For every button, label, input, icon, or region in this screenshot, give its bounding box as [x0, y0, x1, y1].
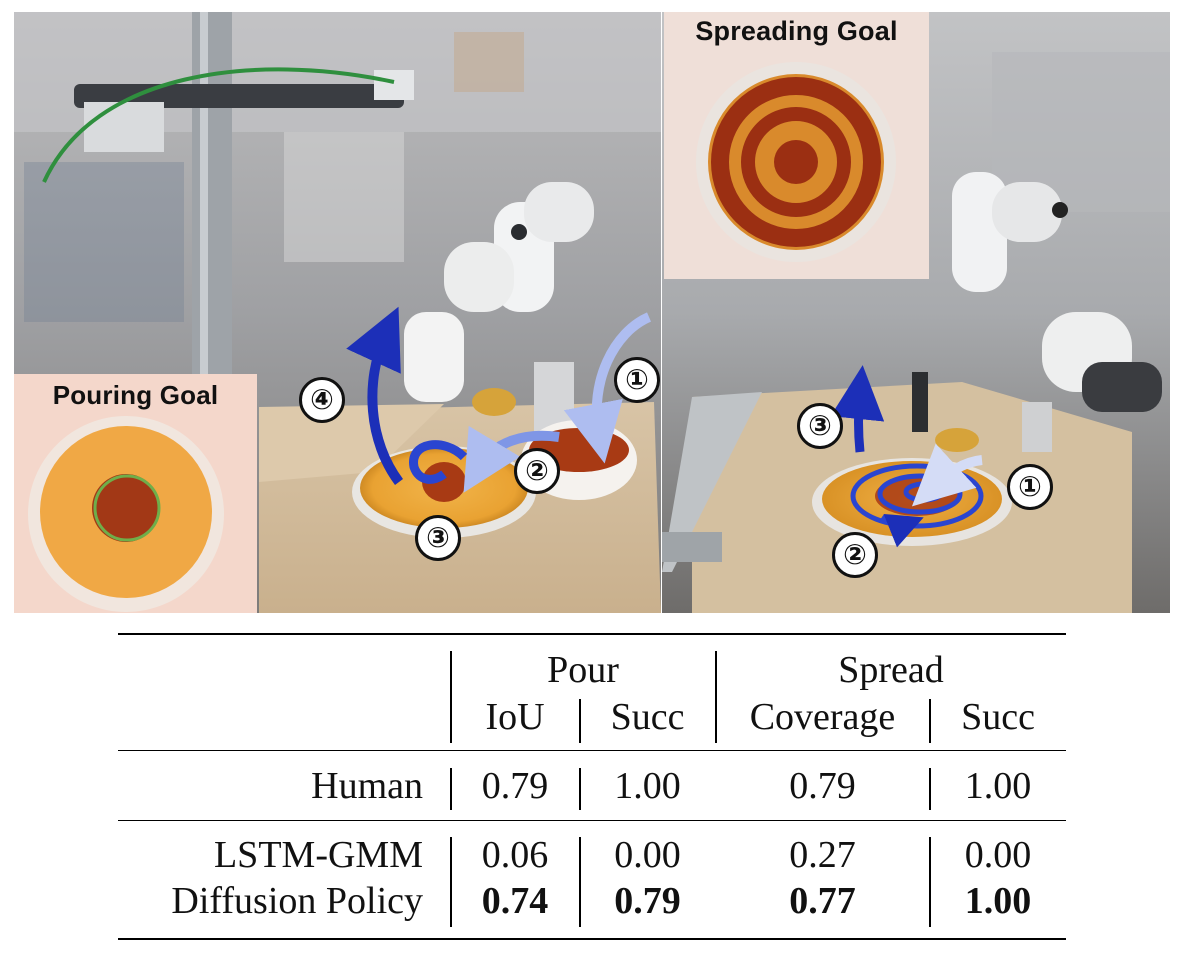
row-separator: [929, 837, 931, 927]
lstm-gmm-spread-succ: 0.00: [964, 834, 1032, 876]
header-separator-main: [450, 651, 452, 743]
row-label-diffusion-policy: Diffusion Policy: [171, 880, 423, 922]
lstm-gmm-spread-coverage: 0.27: [789, 834, 856, 876]
spread-step-1-marker: ①: [1007, 464, 1053, 510]
header-separator-spread: [929, 699, 931, 743]
row-label-human: Human: [311, 765, 423, 807]
pouring-goal-inset: Pouring Goal: [14, 374, 257, 613]
subheader-spread-succ: Succ: [961, 696, 1035, 738]
spread-step-3-marker: ③: [797, 403, 843, 449]
pour-step-3-marker: ③: [415, 515, 461, 561]
group-header-spread: Spread: [838, 649, 944, 691]
header-separator-group: [715, 651, 717, 743]
table-human-rule: [118, 820, 1066, 822]
spread-step-2-marker: ②: [832, 532, 878, 578]
subheader-pour-iou: IoU: [485, 696, 545, 738]
row-separator: [579, 837, 581, 927]
group-header-pour: Pour: [547, 649, 619, 691]
row-separator: [929, 768, 931, 810]
row-label-lstm-gmm: LSTM-GMM: [213, 834, 423, 876]
results-table: Pour Spread IoU Succ Coverage Succ Human…: [118, 633, 1066, 943]
human-spread-succ: 1.00: [964, 765, 1032, 807]
spreading-goal-inset: Spreading Goal: [664, 12, 929, 279]
subheader-spread-coverage: Coverage: [749, 696, 896, 738]
diffusion-policy-pour-iou: 0.74: [481, 880, 549, 922]
figure-photo: Spreading Goal Pouring Goal ① ② ③ ④ ① ② …: [14, 12, 1170, 613]
pouring-goal-image: [14, 374, 257, 613]
pour-scene-photo: [14, 12, 661, 613]
pour-scene-illustration: [14, 12, 661, 613]
pour-step-1-marker: ①: [614, 357, 660, 403]
spreading-goal-image: [664, 12, 929, 279]
row-separator: [450, 837, 452, 927]
table-top-rule: [118, 633, 1066, 636]
diffusion-policy-spread-coverage: 0.77: [789, 880, 856, 922]
lstm-gmm-pour-succ: 0.00: [614, 834, 681, 876]
header-separator-pour: [579, 699, 581, 743]
row-separator: [579, 768, 581, 810]
pouring-goal-title: Pouring Goal: [52, 380, 219, 410]
pour-step-2-marker: ②: [514, 448, 560, 494]
table-header-rule: [118, 750, 1066, 752]
human-spread-coverage: 0.79: [789, 765, 856, 807]
diffusion-policy-spread-succ: 1.00: [964, 880, 1032, 922]
subheader-pour-succ: Succ: [610, 696, 685, 738]
diffusion-policy-pour-succ: 0.79: [614, 880, 681, 922]
spreading-goal-title: Spreading Goal: [695, 16, 898, 46]
human-pour-succ: 1.00: [614, 765, 681, 807]
pour-step-4-marker: ④: [299, 377, 345, 423]
table-bottom-rule: [118, 938, 1066, 941]
lstm-gmm-pour-iou: 0.06: [481, 834, 549, 876]
row-separator: [450, 768, 452, 810]
human-pour-iou: 0.79: [481, 765, 549, 807]
